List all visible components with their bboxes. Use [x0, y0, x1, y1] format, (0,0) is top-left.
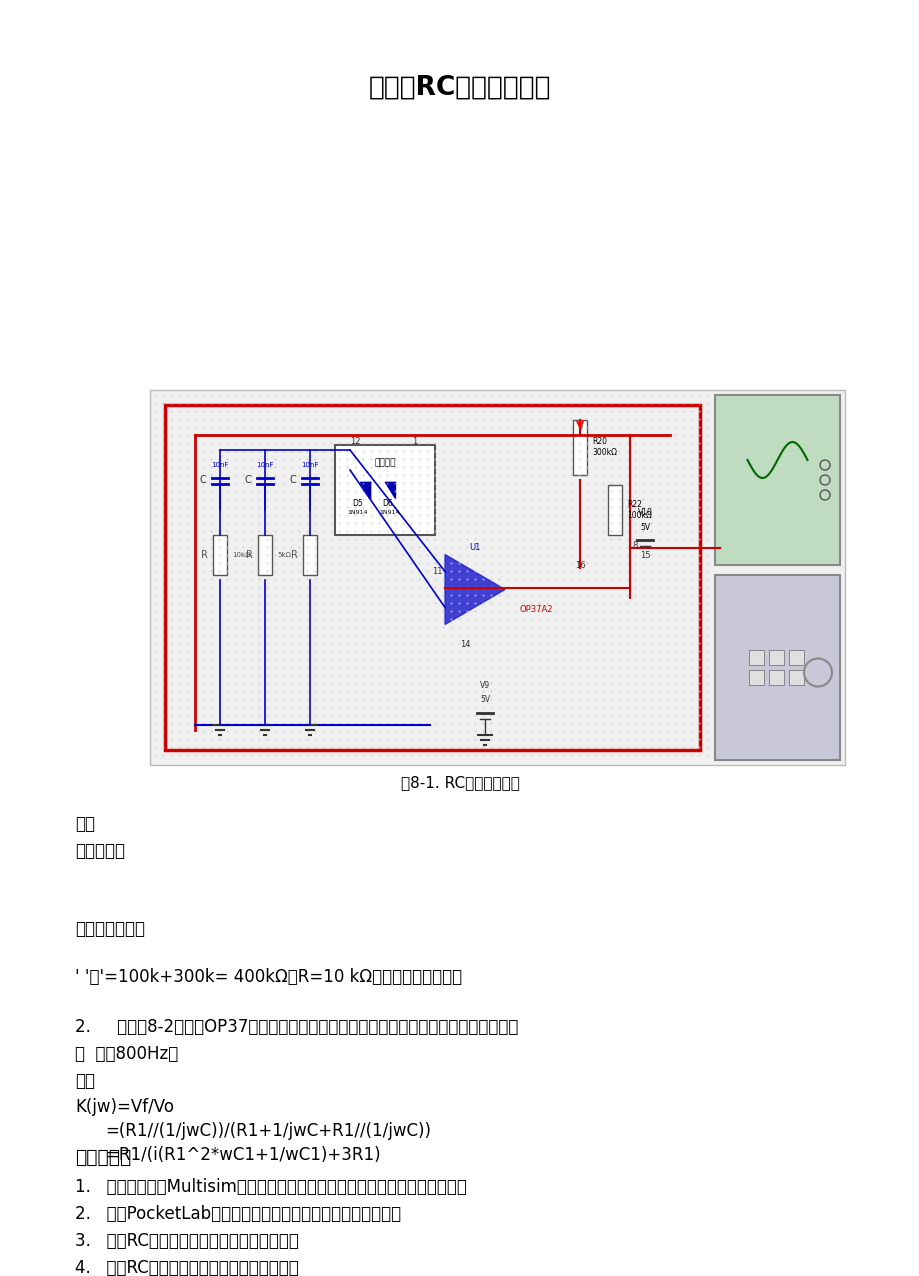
Text: 实验目的：: 实验目的： — [75, 1148, 131, 1168]
Polygon shape — [384, 482, 394, 498]
Text: 10kΩ: 10kΩ — [232, 553, 250, 558]
Text: 4.   掌握RC正弦波振荡器的安装与调试方法。: 4. 掌握RC正弦波振荡器的安装与调试方法。 — [75, 1259, 299, 1276]
Text: R20
300kΩ: R20 300kΩ — [591, 438, 617, 457]
Text: C: C — [199, 475, 206, 485]
Text: 12: 12 — [349, 438, 360, 447]
Bar — [607, 485, 621, 535]
Text: ' '，'=100k+300k= 400kΩ，R=10 kΩ，满足振幅起振条件: ' '，'=100k+300k= 400kΩ，R=10 kΩ，满足振幅起振条件 — [75, 968, 461, 986]
Bar — [768, 649, 784, 665]
Text: V9: V9 — [480, 680, 490, 689]
Text: V10: V10 — [637, 508, 652, 517]
Bar — [768, 670, 784, 684]
Text: 5kΩ: 5kΩ — [277, 553, 290, 558]
Text: 15: 15 — [639, 551, 650, 560]
Text: 10nF: 10nF — [211, 462, 229, 468]
Text: R: R — [246, 550, 253, 560]
Text: 实验八RC正弦波振荡器: 实验八RC正弦波振荡器 — [369, 75, 550, 101]
Polygon shape — [359, 482, 369, 498]
Text: 图8-1. RC相移振荡电路: 图8-1. RC相移振荡电路 — [400, 775, 519, 790]
Bar — [749, 649, 764, 665]
Text: 5V: 5V — [480, 695, 490, 704]
Text: 解：: 解： — [75, 1072, 95, 1090]
Text: 振幅起振条件：: 振幅起振条件： — [75, 920, 145, 938]
Text: D5: D5 — [352, 499, 363, 509]
Bar — [150, 390, 844, 766]
Bar — [335, 445, 435, 535]
Text: R: R — [201, 550, 208, 560]
Text: =(R1//(1/jwC))/(R1+1/jwC+R1//(1/jwC)): =(R1//(1/jwC))/(R1+1/jwC+R1//(1/jwC)) — [105, 1122, 430, 1139]
Text: 2.   熟悉PocketLab硬件实验平台，掌握基本功能的使用方法；: 2. 熟悉PocketLab硬件实验平台，掌握基本功能的使用方法； — [75, 1205, 401, 1222]
Bar — [257, 535, 272, 575]
Bar — [213, 535, 227, 575]
Bar — [302, 535, 317, 575]
Text: 9: 9 — [577, 422, 582, 431]
Text: 振荡频率：: 振荡频率： — [75, 842, 125, 860]
Text: C: C — [289, 475, 296, 485]
Text: 10nF: 10nF — [256, 462, 274, 468]
Text: 16: 16 — [574, 561, 584, 570]
Bar — [749, 670, 764, 684]
Text: 1.   熟悉仿真软件Multisim的使用，掌握基于软件的电路设计和仿真分析方法；: 1. 熟悉仿真软件Multisim的使用，掌握基于软件的电路设计和仿真分析方法； — [75, 1178, 466, 1196]
Bar — [573, 420, 586, 475]
Bar — [714, 396, 839, 565]
Text: =R1/(i(R1^2*wC1+1/wC1)+3R1): =R1/(i(R1^2*wC1+1/wC1)+3R1) — [105, 1146, 380, 1164]
Text: 3.   掌握RC正弦波振荡器的设计与分析方法；: 3. 掌握RC正弦波振荡器的设计与分析方法； — [75, 1233, 299, 1250]
Text: 用于稳幅: 用于稳幅 — [374, 458, 395, 467]
Text: 5V: 5V — [640, 523, 650, 532]
Text: 解：: 解： — [75, 815, 95, 833]
Bar — [789, 670, 803, 684]
Polygon shape — [445, 555, 505, 624]
Text: OP37A2: OP37A2 — [519, 605, 553, 614]
Bar — [165, 404, 699, 750]
Text: 1N914: 1N914 — [380, 509, 400, 514]
Text: 10nF: 10nF — [301, 462, 318, 468]
Text: 1: 1 — [412, 438, 417, 447]
Text: 14: 14 — [460, 641, 470, 649]
Text: U1: U1 — [469, 544, 480, 553]
Text: 2.     根据图8-2，采用OP37运算放大器和现有元器件值，设计文氏电桥振荡器。要求振荡: 2. 根据图8-2，采用OP37运算放大器和现有元器件值，设计文氏电桥振荡器。要… — [75, 1018, 517, 1036]
Text: R: R — [290, 550, 298, 560]
Bar — [714, 575, 839, 760]
Text: D6: D6 — [382, 499, 393, 509]
Bar — [789, 649, 803, 665]
Text: 1N914: 1N914 — [347, 509, 368, 514]
Text: 8: 8 — [631, 541, 637, 550]
Text: 频  率为800Hz。: 频 率为800Hz。 — [75, 1045, 178, 1063]
Text: K(jw)=Vf/Vo: K(jw)=Vf/Vo — [75, 1099, 174, 1116]
Text: R22
100kΩ: R22 100kΩ — [627, 500, 652, 519]
Text: C: C — [244, 475, 251, 485]
Text: 11: 11 — [431, 567, 442, 575]
